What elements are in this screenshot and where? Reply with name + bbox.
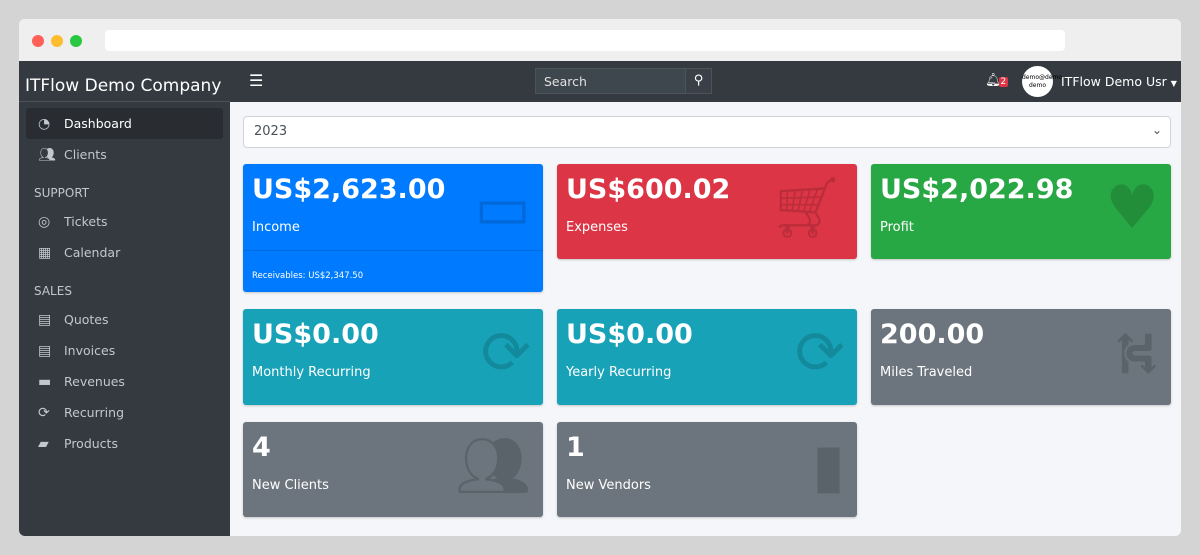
top-navbar: ☰ Search ⚲ 🔔︎2 demo@demo demo ITFlow Demo… [230, 61, 1181, 102]
invoice-icon: ▤ [38, 342, 52, 359]
credit-card-icon: ▬ [38, 373, 52, 390]
sidebar-item-quotes[interactable]: ▤ Quotes [26, 304, 223, 335]
browser-chrome [19, 19, 1181, 61]
sidebar-item-revenues[interactable]: ▬ Revenues [26, 366, 223, 397]
stat-card-profit[interactable]: US$2,022.98 Profit ♥ [871, 164, 1171, 259]
sales-header: SALES [34, 284, 72, 298]
caret-down-icon: ▼ [1170, 79, 1177, 88]
sidebar: ITFlow Demo Company ◔ Dashboard 👥︎ Clients… [19, 61, 230, 536]
stat-label: Miles Traveled [880, 365, 973, 380]
label: Recurring [64, 405, 124, 420]
tachometer-icon: ◔ [38, 115, 51, 132]
avatar[interactable]: demo@demo demo [1022, 66, 1062, 97]
notifications-bell-icon[interactable]: 🔔︎2 [985, 73, 1009, 88]
users-icon: 👥︎ [454, 431, 531, 501]
stat-value: US$600.02 [566, 174, 731, 205]
stat-label: Profit [880, 220, 914, 235]
label: Products [64, 436, 118, 451]
stat-value: US$2,022.98 [880, 174, 1074, 205]
label: Revenues [64, 374, 125, 389]
receivables-text: Receivables: US$2,347.50 [252, 271, 364, 281]
stat-label: Expenses [566, 220, 628, 235]
minimize-dot[interactable] [51, 35, 63, 47]
sync-icon: ⟳ [38, 404, 50, 421]
label: Tickets [64, 214, 108, 229]
divider [243, 250, 543, 251]
sidebar-item-calendar[interactable]: ▦ Calendar [26, 237, 223, 268]
label: Invoices [64, 343, 116, 358]
stat-card-expenses[interactable]: US$600.02 Expenses 🛒︎ [557, 164, 857, 259]
stat-label: Income [252, 220, 300, 235]
search-icon[interactable]: ⚲ [685, 69, 711, 93]
maximize-dot[interactable] [70, 35, 82, 47]
stat-label: Yearly Recurring [566, 365, 672, 380]
stat-card-miles-traveled[interactable]: 200.00 Miles Traveled ⛕ [871, 309, 1171, 405]
sidebar-item-dashboard[interactable]: ◔ Dashboard [26, 108, 223, 139]
building-icon: ▮ [811, 431, 845, 501]
user-name: ITFlow Demo Usr [1061, 74, 1167, 89]
label: Calendar [64, 245, 121, 260]
year-value: 2023 [254, 124, 288, 139]
stat-card-monthly-recurring[interactable]: US$0.00 Monthly Recurring ⟳ [243, 309, 543, 405]
credit-card-icon: ▭ [474, 173, 531, 243]
close-dot[interactable] [32, 35, 44, 47]
sync-icon: ⟳ [480, 318, 531, 388]
brand[interactable]: ITFlow Demo Company [19, 61, 230, 102]
search-input[interactable]: Search [544, 74, 587, 89]
stat-value: 4 [252, 432, 271, 463]
life-ring-icon: ◎ [38, 213, 51, 230]
stat-label: New Clients [252, 478, 329, 493]
menu-toggle-icon[interactable]: ☰ [249, 71, 264, 90]
file-icon: ▤ [38, 311, 52, 328]
heart-icon: ♥ [1105, 173, 1159, 243]
search-box: Search ⚲ [535, 68, 712, 94]
stat-value: 1 [566, 432, 585, 463]
notification-badge: 2 [998, 77, 1009, 87]
stat-value: 200.00 [880, 319, 985, 350]
shopping-cart-icon: 🛒︎ [768, 173, 845, 243]
year-select[interactable]: 2023 ⌄ [243, 116, 1171, 148]
stat-label: Monthly Recurring [252, 365, 371, 380]
stat-card-income[interactable]: US$2,623.00 Income ▭ Receivables: US$2,347.… [243, 164, 543, 292]
route-icon: ⛕ [1114, 318, 1159, 388]
stat-value: US$0.00 [252, 319, 379, 350]
calendar-icon: ▦ [38, 244, 52, 261]
user-menu[interactable]: ITFlow Demo Usr ▼ [1061, 74, 1177, 89]
box-icon: ▰ [38, 435, 49, 452]
label: Dashboard [64, 116, 132, 131]
sidebar-item-products[interactable]: ▰ Products [26, 428, 223, 459]
sidebar-item-invoices[interactable]: ▤ Invoices [26, 335, 223, 366]
label: Clients [64, 147, 107, 162]
stat-value: US$2,623.00 [252, 174, 446, 205]
browser-window: ITFlow Demo Company ◔ Dashboard 👥︎ Clients… [19, 19, 1181, 536]
sidebar-item-recurring[interactable]: ⟳ Recurring [26, 397, 223, 428]
stat-label: New Vendors [566, 478, 651, 493]
label: Quotes [64, 312, 109, 327]
sidebar-item-tickets[interactable]: ◎ Tickets [26, 206, 223, 237]
address-bar[interactable] [105, 30, 1065, 51]
stat-card-yearly-recurring[interactable]: US$0.00 Yearly Recurring ⟳ [557, 309, 857, 405]
main-content: 2023 ⌄ US$2,623.00 Income ▭ Receivables: US$… [230, 102, 1181, 536]
sync-icon: ⟳ [794, 318, 845, 388]
support-header: SUPPORT [34, 186, 90, 200]
chevron-down-icon: ⌄ [1151, 123, 1162, 137]
stat-value: US$0.00 [566, 319, 693, 350]
sidebar-item-clients[interactable]: 👥︎ Clients [26, 139, 223, 170]
stat-card-new-vendors[interactable]: 1 New Vendors ▮ [557, 422, 857, 517]
users-icon: 👥︎ [38, 146, 56, 163]
stat-card-new-clients[interactable]: 4 New Clients 👥︎ [243, 422, 543, 517]
